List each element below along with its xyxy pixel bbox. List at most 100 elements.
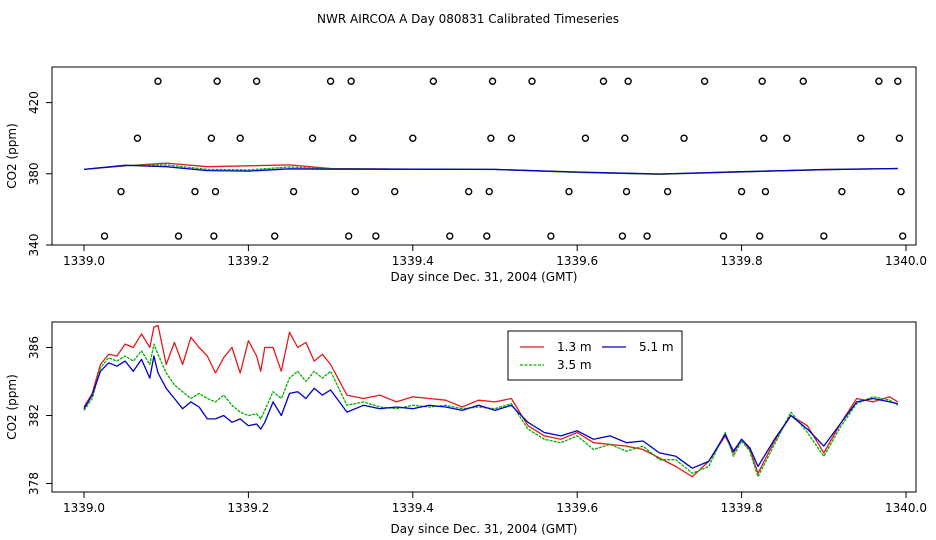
calibration-point — [488, 77, 497, 85]
top-y-axis-label: CO2 (ppm) — [5, 123, 19, 189]
top-y-tick-label: 380 — [27, 162, 41, 185]
calibration-point — [464, 187, 473, 196]
bottom-y-ticks: 378 382 386 — [27, 336, 52, 495]
calibration-point — [308, 134, 317, 142]
calibration-point — [528, 77, 536, 85]
bottom-x-tick-label: 1340.0 — [885, 501, 927, 515]
calibration-point — [207, 134, 216, 142]
calibration-point — [191, 187, 199, 196]
calibration-point — [899, 232, 907, 240]
calibration-point — [133, 134, 142, 142]
calibration-point — [897, 187, 905, 196]
calibration-point — [761, 187, 770, 196]
bottom-y-tick-label: 382 — [27, 404, 41, 427]
bottom-x-tick-label: 1339.8 — [721, 501, 763, 515]
bottom-series — [83, 324, 899, 478]
calibration-point — [391, 187, 399, 196]
calibration-point — [483, 232, 491, 240]
calibration-point — [344, 232, 353, 240]
bottom-y-axis-label: CO2 (ppm) — [5, 374, 19, 440]
calibration-point — [289, 187, 298, 196]
bottom-series-1.3m — [83, 324, 899, 478]
top-x-tick-label: 1339.4 — [392, 254, 434, 268]
bottom-x-tick-label: 1339.4 — [392, 501, 434, 515]
top-series — [83, 162, 898, 175]
top-y-tick-label: 420 — [27, 91, 41, 114]
legend: 1.3 m 5.1 m 3.5 m — [507, 330, 683, 381]
top-y-tick-label: 340 — [27, 234, 41, 257]
calibration-point — [857, 134, 865, 142]
calibration-point — [820, 232, 828, 240]
top-panel: 1339.0 1339.2 1339.4 1339.6 1339.8 1340.0 340… — [5, 66, 927, 284]
calibration-point — [446, 232, 454, 240]
calibration-point — [351, 187, 359, 196]
calibration-point — [210, 232, 218, 240]
calibration-point — [581, 134, 590, 142]
bottom-series-3.5m — [83, 343, 899, 478]
calibration-point — [547, 232, 555, 240]
calibration-point — [507, 134, 516, 142]
top-series-5.1m — [83, 164, 898, 175]
bottom-x-tick-label: 1339.0 — [63, 501, 105, 515]
bottom-x-ticks: 1339.0 1339.2 1339.4 1339.6 1339.8 1340.0 — [63, 492, 927, 515]
calibration-point — [211, 187, 220, 196]
calibration-point — [485, 187, 493, 196]
calibration-point — [875, 77, 883, 85]
calibration-point — [895, 134, 904, 142]
bottom-x-axis-label: Day since Dec. 31, 2004 (GMT) — [391, 522, 578, 536]
top-plot-frame — [51, 66, 917, 246]
calibration-point — [755, 232, 764, 240]
top-x-tick-label: 1339.6 — [556, 254, 598, 268]
calibration-point — [154, 77, 162, 85]
calibration-point — [174, 232, 183, 240]
top-x-axis-label: Day since Dec. 31, 2004 (GMT) — [391, 270, 578, 284]
calibration-point — [760, 134, 768, 142]
calibration-point — [565, 187, 573, 196]
bottom-x-tick-label: 1339.2 — [227, 501, 269, 515]
calibration-point — [758, 77, 766, 85]
top-calibration-points — [100, 77, 907, 240]
calibration-point — [663, 187, 672, 196]
top-x-tick-label: 1339.2 — [227, 254, 269, 268]
calibration-point — [326, 77, 335, 85]
chart-title: NWR AIRCOA A Day 080831 Calibrated Times… — [317, 12, 619, 26]
legend-label-1.3m: 1.3 m — [557, 340, 592, 354]
calibration-point — [783, 134, 791, 142]
calibration-point — [487, 134, 495, 142]
calibration-point — [236, 134, 244, 142]
calibration-point — [100, 232, 109, 240]
calibration-point — [372, 232, 380, 240]
legend-label-5.1m: 5.1 m — [639, 340, 674, 354]
top-x-ticks: 1339.0 1339.2 1339.4 1339.6 1339.8 1340.0 — [63, 245, 927, 268]
calibration-point — [252, 77, 261, 85]
calibration-point — [349, 134, 357, 142]
bottom-y-tick-label: 378 — [27, 472, 41, 495]
legend-label-3.5m: 3.5 m — [557, 358, 592, 372]
calibration-point — [643, 232, 651, 240]
calibration-point — [799, 77, 807, 85]
calibration-point — [894, 77, 902, 85]
calibration-point — [409, 134, 417, 142]
calibration-point — [838, 187, 846, 196]
calibration-point — [213, 77, 221, 85]
calibration-point — [618, 232, 627, 240]
calibration-point — [599, 77, 608, 85]
calibration-point — [700, 77, 709, 85]
top-x-tick-label: 1340.0 — [885, 254, 927, 268]
bottom-panel: 1339.0 1339.2 1339.4 1339.6 1339.8 1340.0 378… — [5, 321, 927, 536]
calibration-point — [680, 134, 688, 142]
top-x-tick-label: 1339.8 — [721, 254, 763, 268]
bottom-plot-frame — [51, 321, 917, 493]
bottom-y-tick-label: 386 — [27, 336, 41, 359]
calibration-point — [621, 134, 629, 142]
calibration-point — [622, 187, 631, 196]
bottom-series-5.1m — [83, 355, 898, 469]
top-x-tick-label: 1339.0 — [63, 254, 105, 268]
calibration-point — [271, 232, 279, 240]
calibration-point — [719, 232, 728, 240]
calibration-point — [737, 187, 746, 196]
calibration-point — [347, 77, 355, 85]
top-y-ticks: 340 380 420 — [27, 91, 52, 256]
bottom-x-tick-label: 1339.6 — [556, 501, 598, 515]
